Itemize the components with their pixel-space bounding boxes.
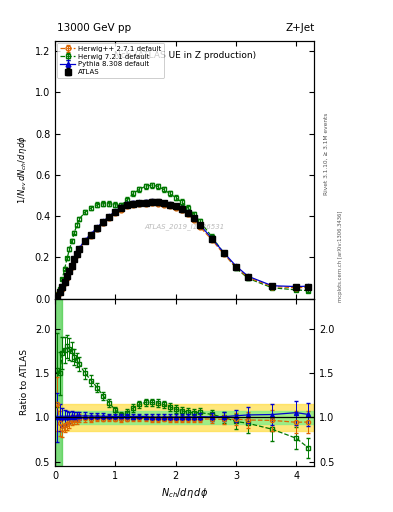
Text: Rivet 3.1.10, ≥ 3.1M events: Rivet 3.1.10, ≥ 3.1M events (324, 113, 329, 195)
Text: 13000 GeV pp: 13000 GeV pp (57, 23, 131, 33)
Y-axis label: $1/N_{ev}\,dN_{ch}/d\eta\,d\phi$: $1/N_{ev}\,dN_{ch}/d\eta\,d\phi$ (16, 135, 29, 204)
Text: mcplots.cern.ch [arXiv:1306.3436]: mcplots.cern.ch [arXiv:1306.3436] (338, 210, 343, 302)
Bar (55, 411, 314, 423)
Y-axis label: Ratio to ATLAS: Ratio to ATLAS (20, 349, 29, 415)
Text: Z+Jet: Z+Jet (285, 23, 314, 33)
Bar (55, 298, 62, 466)
X-axis label: $N_{ch}/d\eta\,d\phi$: $N_{ch}/d\eta\,d\phi$ (161, 486, 208, 500)
Text: Nch (ATLAS UE in Z production): Nch (ATLAS UE in Z production) (114, 51, 256, 60)
Text: ATLAS_2019_I1736531: ATLAS_2019_I1736531 (145, 223, 225, 230)
Bar (55, 404, 314, 431)
Legend: Herwig++ 2.7.1 default, Herwig 7.2.1 default, Pythia 8.308 default, ATLAS: Herwig++ 2.7.1 default, Herwig 7.2.1 def… (57, 43, 164, 78)
